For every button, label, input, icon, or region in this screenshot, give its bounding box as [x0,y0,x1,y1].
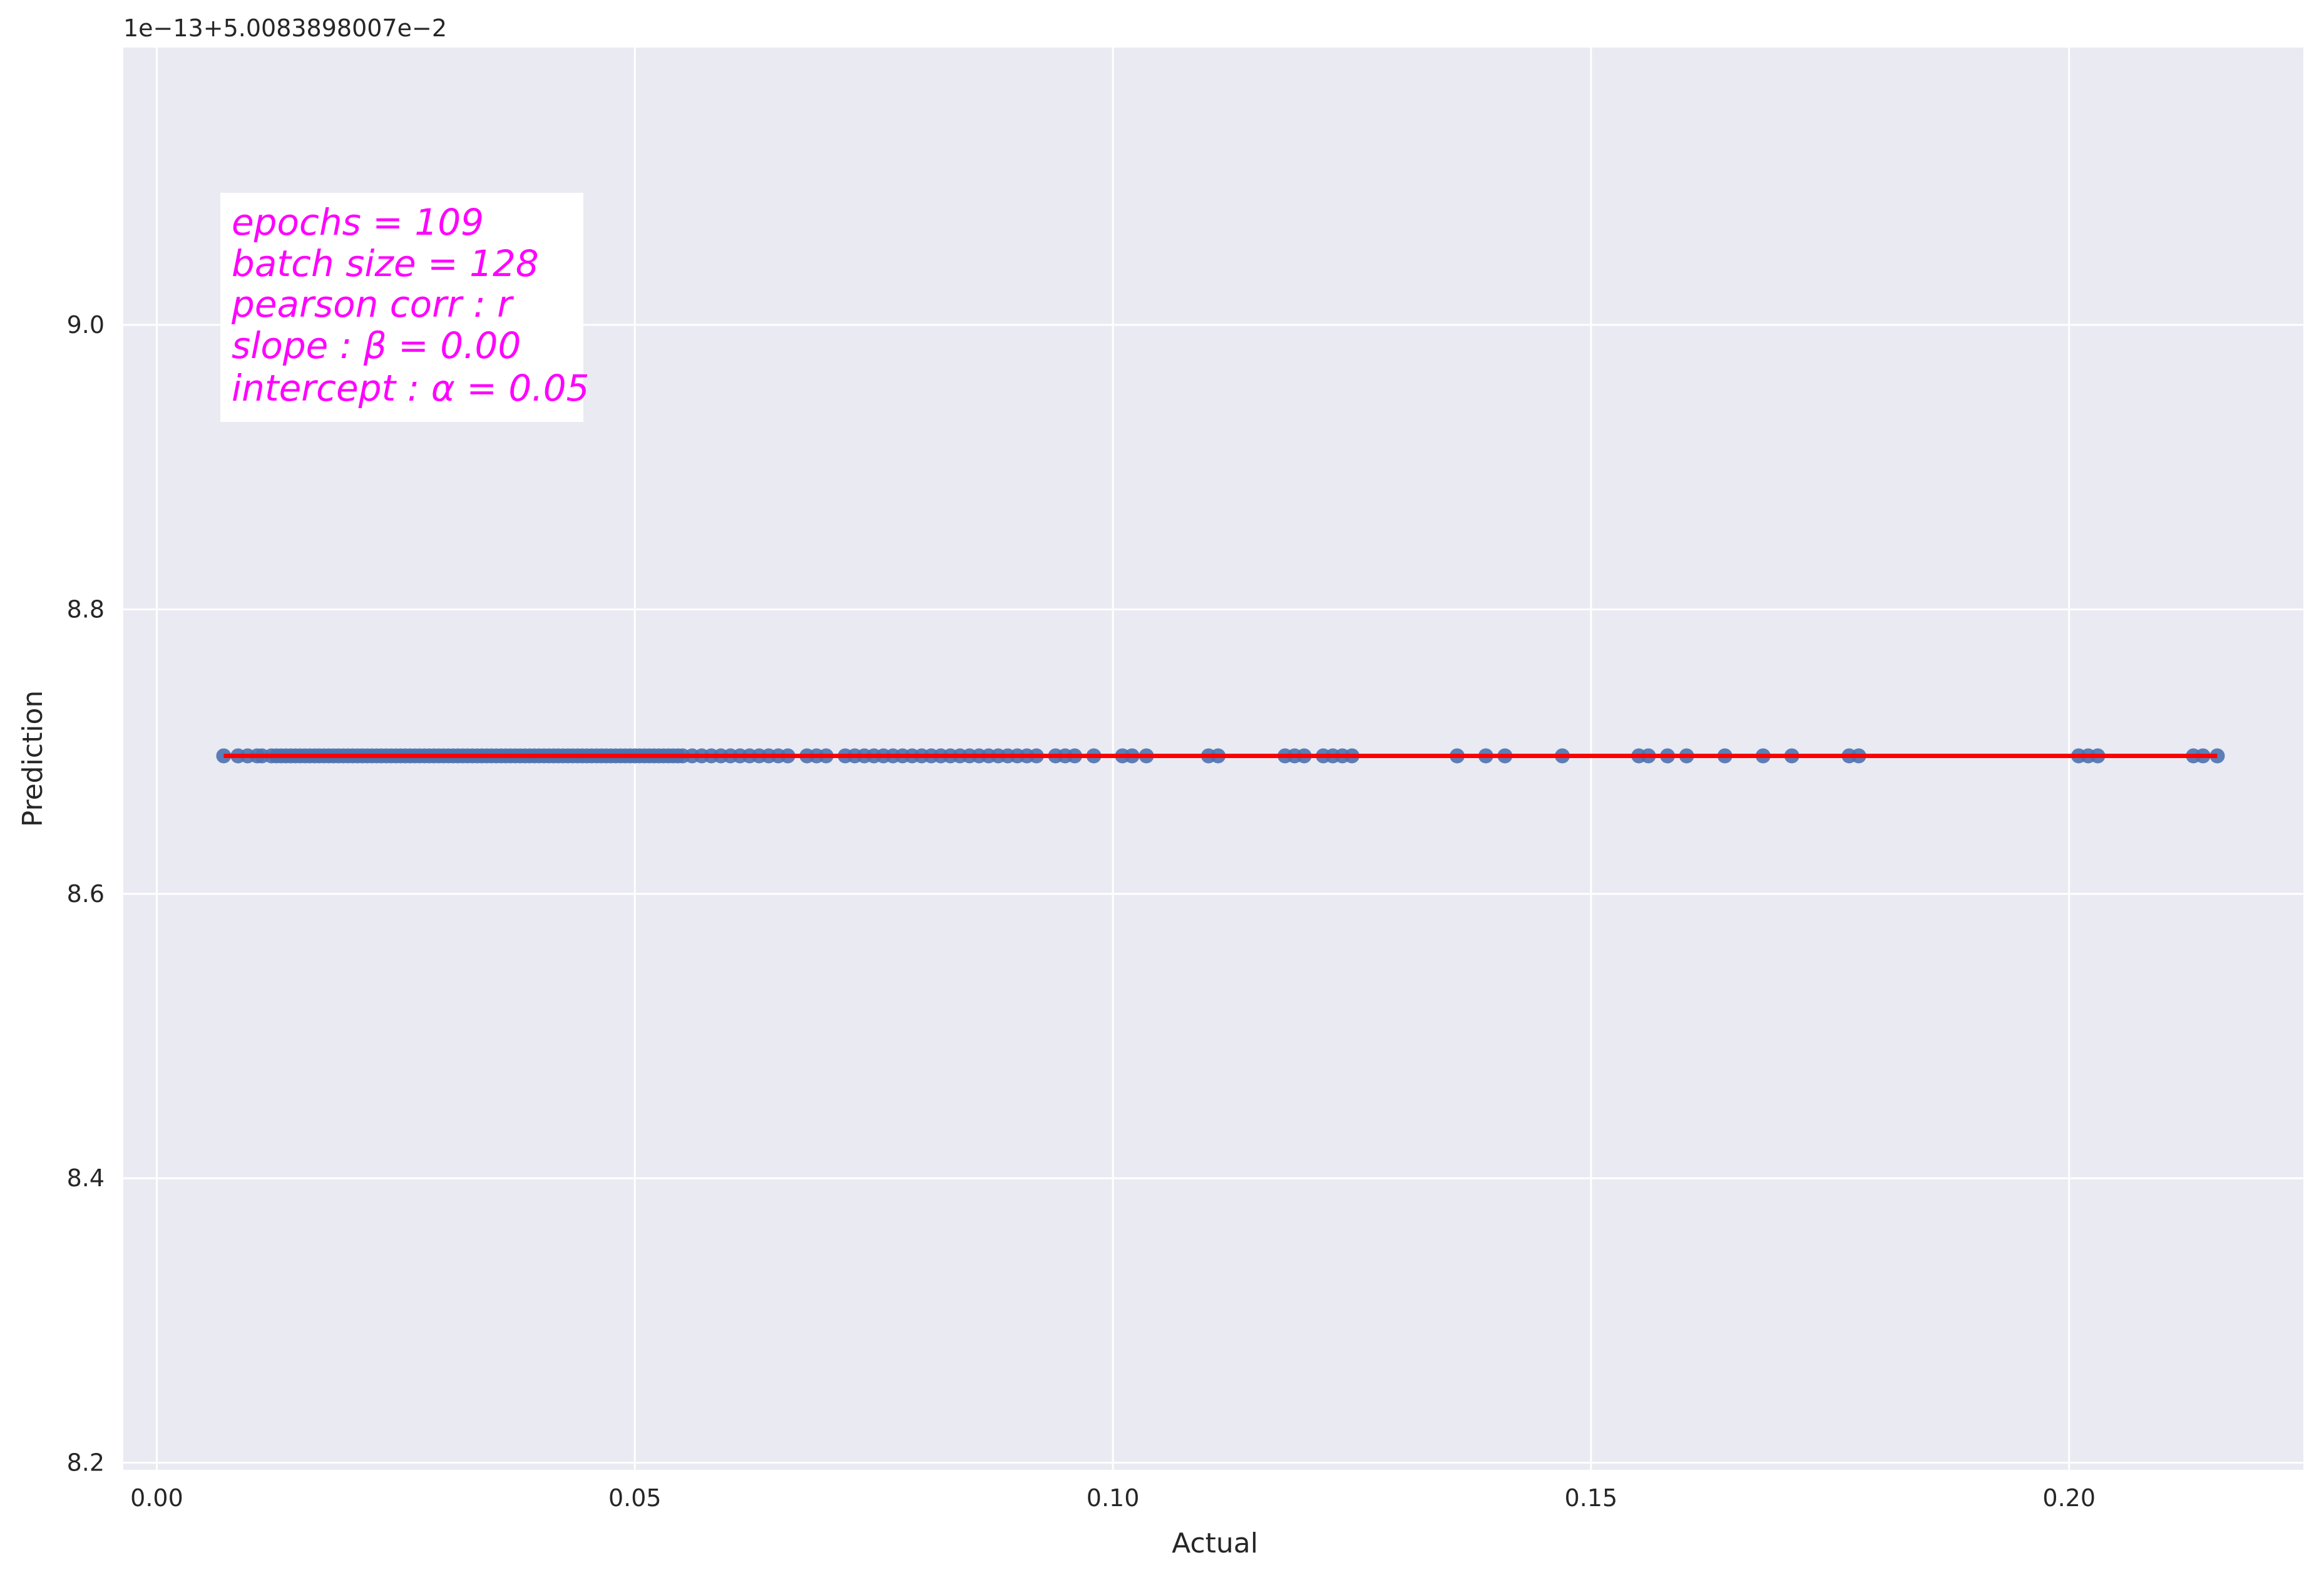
y-offset-label: 1e−13+5.0083898007e−2 [123,14,447,42]
y-tick-label: 8.4 [67,1164,105,1192]
annotation-line-slope: slope : β = 0.00 [232,324,521,367]
y-tick-label: 9.0 [67,311,105,339]
annotation-line-batch-size: batch size = 128 [232,242,539,285]
x-axis-label: Actual [1172,1527,1258,1559]
y-tick-labels: 8.2 8.4 8.6 8.8 9.0 [67,311,105,1477]
annotation-background [220,193,583,422]
x-tick-label: 0.05 [608,1484,662,1512]
x-tick-label: 0.10 [1087,1484,1140,1512]
x-tick-label: 0.15 [1565,1484,1618,1512]
annotation-box: epochs = 109 batch size = 128 pearson co… [220,193,590,422]
x-tick-label: 0.20 [2042,1484,2096,1512]
annotation-line-epochs: epochs = 109 [232,201,484,244]
y-tick-label: 8.2 [67,1449,105,1477]
y-tick-label: 8.8 [67,595,105,623]
y-axis-label: Prediction [17,690,49,828]
x-tick-label: 0.00 [130,1484,183,1512]
x-tick-labels: 0.00 0.05 0.10 0.15 0.20 [130,1484,2096,1512]
y-tick-label: 8.6 [67,880,105,908]
annotation-line-pearson: pearson corr : r [231,283,514,326]
annotation-line-intercept: intercept : α = 0.05 [232,367,590,409]
